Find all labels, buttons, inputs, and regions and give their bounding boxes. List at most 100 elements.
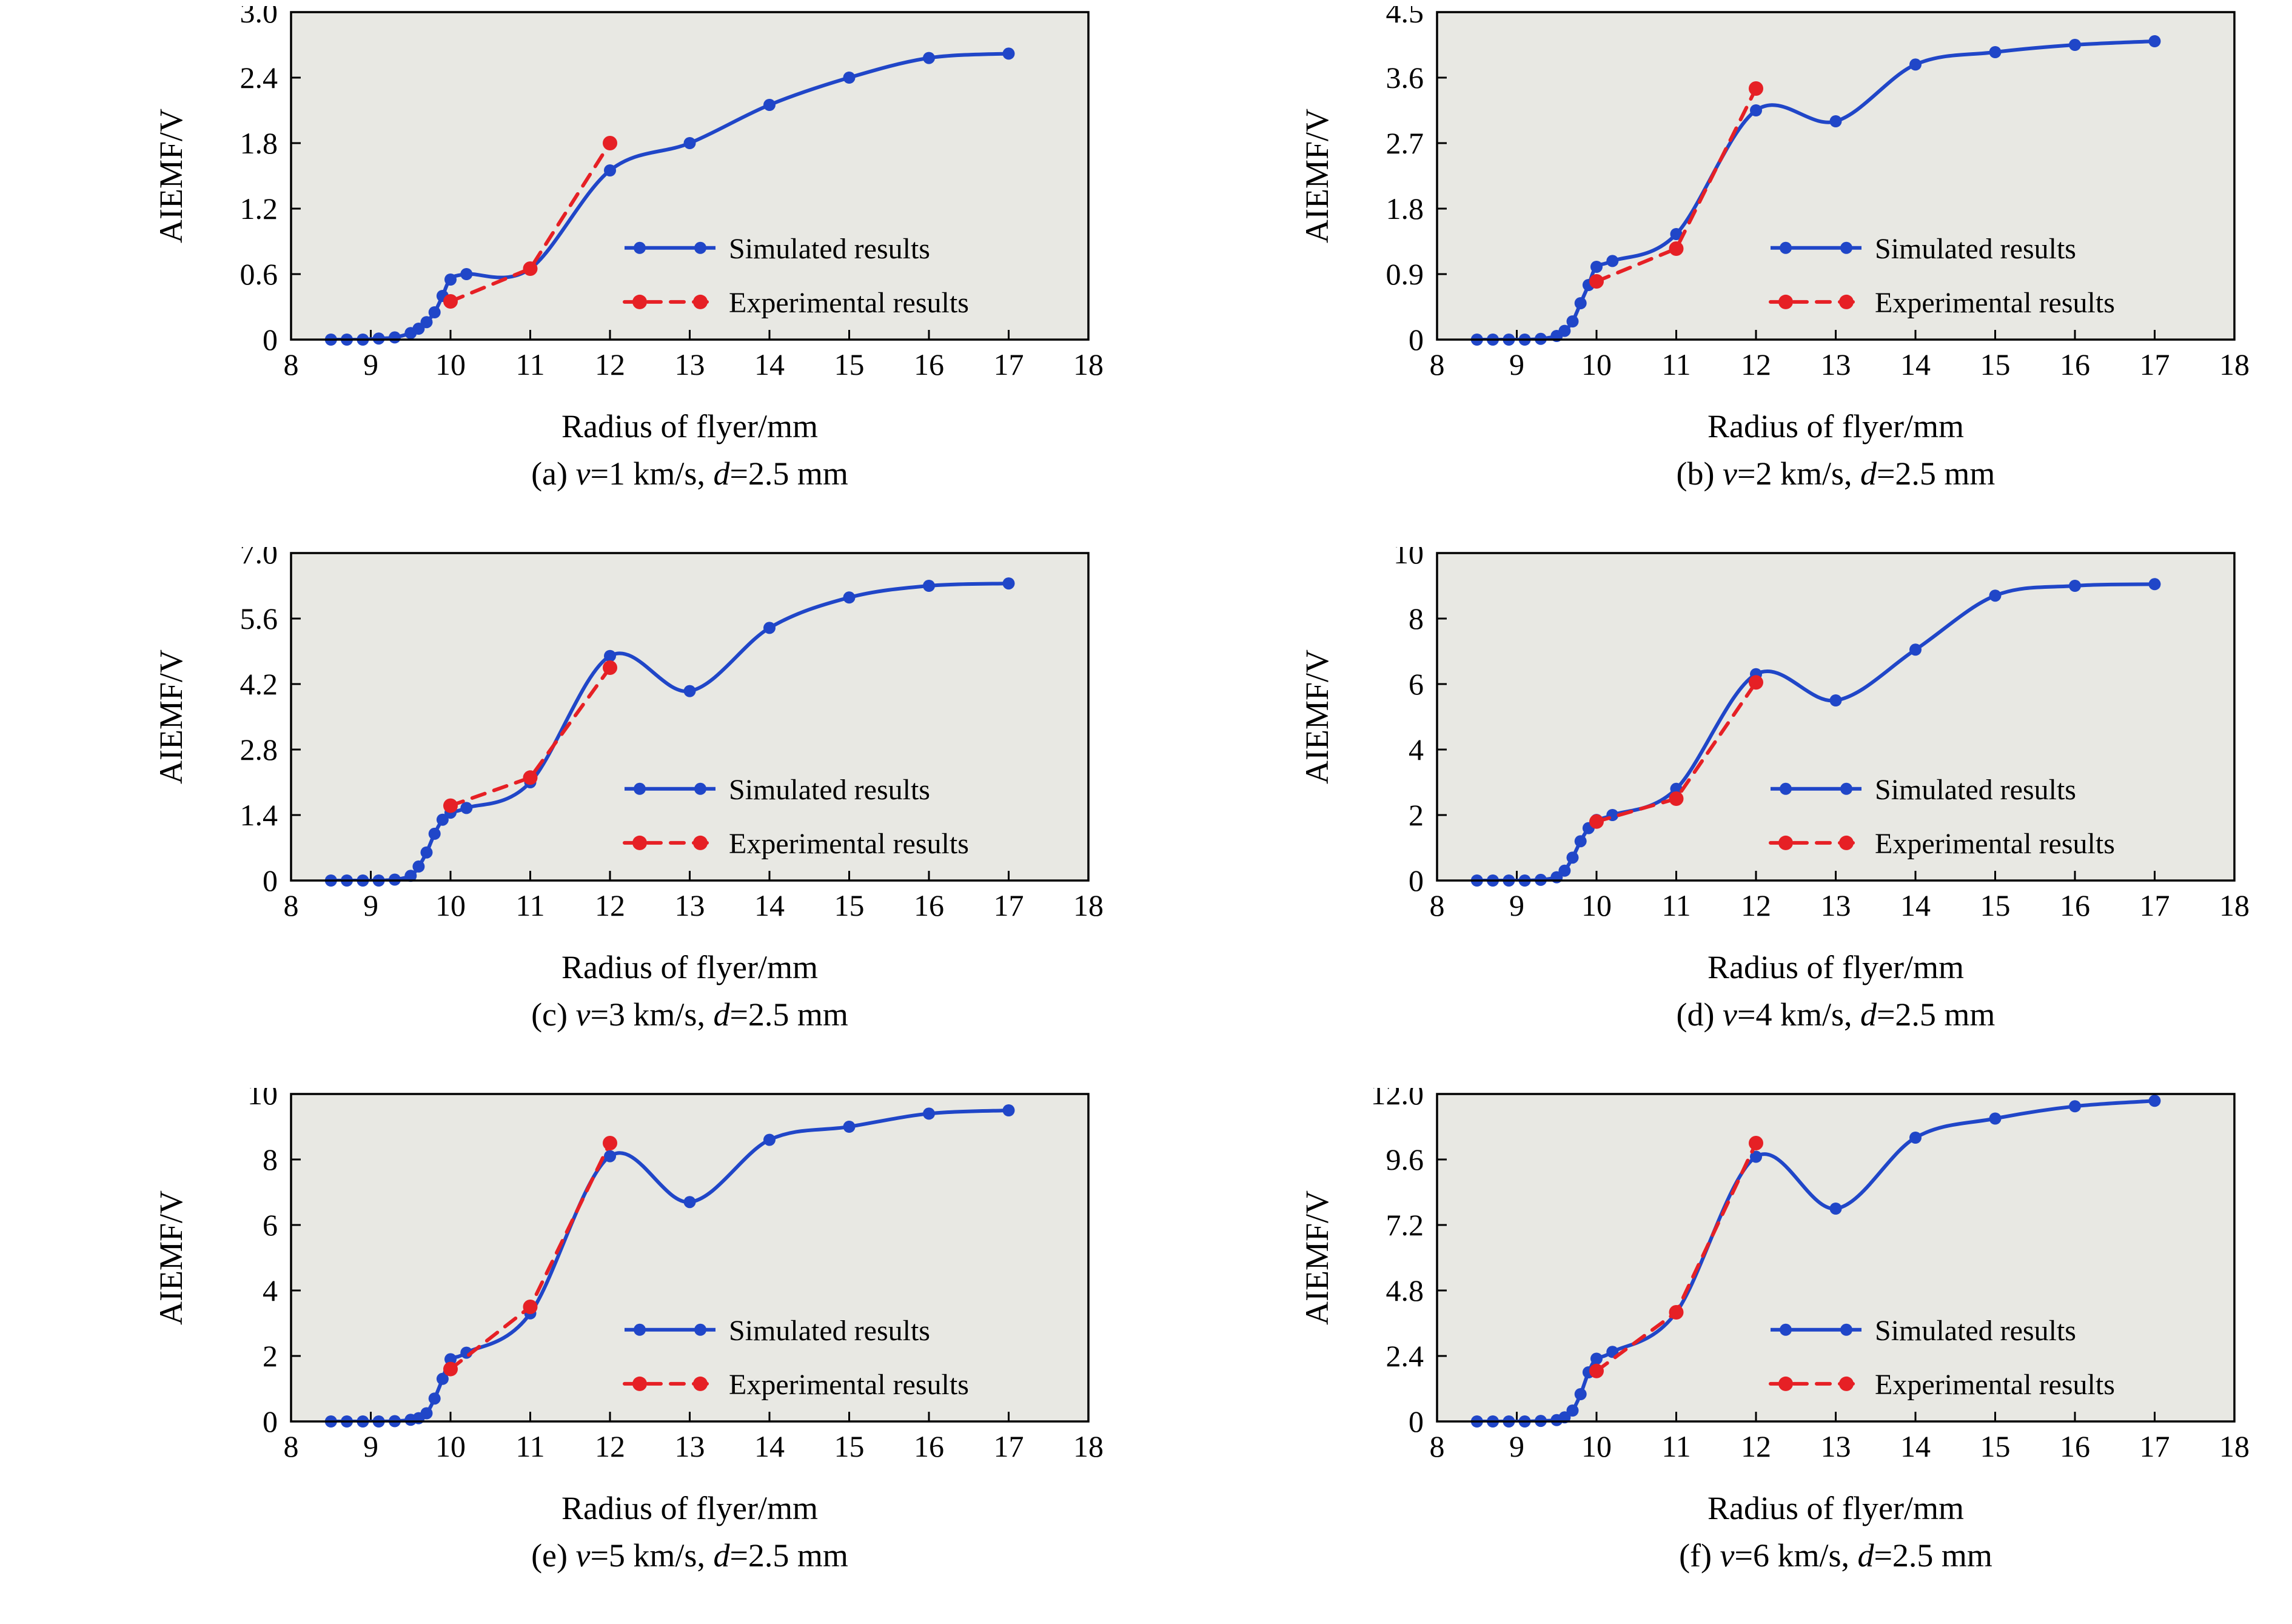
simulated-marker — [389, 331, 401, 344]
x-tick-label: 12 — [1741, 347, 1771, 381]
experimental-marker — [523, 261, 538, 276]
y-tick-label: 4.2 — [240, 667, 278, 701]
simulated-marker — [1566, 315, 1579, 327]
y-tick-label: 0.6 — [240, 257, 278, 291]
caption-index: (d) — [1676, 996, 1723, 1033]
caption-d-symbol: d — [713, 996, 730, 1033]
legend-marker — [632, 294, 647, 309]
simulated-marker — [1002, 1104, 1015, 1116]
caption-index: (a) — [531, 455, 576, 492]
legend-marker — [693, 835, 708, 850]
plot-background — [291, 1094, 1088, 1421]
y-tick-label: 7.0 — [240, 547, 278, 570]
x-tick-label: 11 — [515, 1429, 545, 1463]
simulated-marker — [1574, 297, 1587, 309]
simulated-marker — [2148, 35, 2161, 47]
x-tick-label: 15 — [1980, 347, 2011, 381]
legend-marker — [1839, 1376, 1854, 1391]
y-axis-label: AIEMF/V — [153, 109, 189, 243]
caption-d-value: =2.5 mm — [1874, 1537, 1992, 1574]
simulated-marker — [604, 1150, 616, 1163]
legend-label: Simulated results — [1875, 233, 2076, 265]
simulated-marker — [1829, 1203, 1842, 1215]
y-tick-label: 5.6 — [240, 602, 278, 636]
x-tick-label: 11 — [515, 888, 545, 922]
legend-marker — [634, 1323, 646, 1336]
x-tick-label: 12 — [1741, 1429, 1771, 1463]
simulated-marker — [428, 306, 441, 318]
experimental-marker — [1749, 675, 1763, 690]
legend-marker — [1780, 241, 1792, 254]
y-tick-label: 0 — [1409, 1404, 1424, 1438]
plot-background — [1437, 553, 2234, 881]
x-tick-label: 9 — [1509, 1429, 1524, 1463]
y-axis-label: AIEMF/V — [1299, 649, 1335, 784]
experimental-line — [1595, 87, 1758, 283]
experimental-marker — [443, 798, 458, 813]
y-tick-label: 4 — [1409, 733, 1424, 767]
y-tick-label: 0 — [1409, 864, 1424, 898]
simulated-marker — [1590, 261, 1603, 273]
x-tick-label: 16 — [2060, 1429, 2090, 1463]
simulated-marker — [923, 580, 935, 592]
legend-marker — [1839, 835, 1854, 850]
legend-marker — [694, 1323, 706, 1336]
x-tick-label: 14 — [754, 347, 785, 381]
x-tick-label: 10 — [435, 888, 466, 922]
x-tick-label: 11 — [1661, 1429, 1691, 1463]
y-tick-label: 3.6 — [1386, 61, 1424, 95]
plot-area-e: 8 9 10 11 12 13 14 15 16 17 18 0 2 4 6 8 10 AIEMF/V Simula… — [153, 1088, 1104, 1463]
y-tick-label: 6 — [1409, 667, 1424, 701]
plot-frame — [290, 11, 1090, 341]
legend-marker — [1778, 835, 1793, 850]
legend-marker — [634, 241, 646, 254]
legend-marker — [634, 782, 646, 795]
x-tick-label: 8 — [284, 888, 299, 922]
plot-area-d: 8 9 10 11 12 13 14 15 16 17 18 0 2 4 6 8 10 AIEMF/V Simula… — [1299, 547, 2250, 922]
x-tick-label: 11 — [1661, 347, 1691, 381]
simulated-marker — [1590, 1352, 1603, 1365]
simulated-marker — [1002, 577, 1015, 590]
y-tick-label: 12.0 — [1371, 1088, 1424, 1111]
caption-v-value: =3 km/s, — [590, 996, 714, 1033]
legend-label: Simulated results — [1875, 1315, 2076, 1347]
x-tick-label: 12 — [1741, 888, 1771, 922]
y-tick-label: 10 — [247, 1088, 278, 1111]
x-axis-label: Radius of flyer/mm — [561, 1490, 818, 1526]
plot-background — [1437, 1094, 2234, 1421]
x-axis-label: Radius of flyer/mm — [1707, 408, 1964, 445]
experimental-line — [449, 141, 612, 303]
caption-index: (f) — [1679, 1537, 1720, 1574]
plot-background — [291, 553, 1088, 881]
experimental-marker — [1669, 791, 1684, 806]
simulated-marker — [1989, 589, 2002, 602]
y-tick-label: 0 — [263, 1404, 278, 1438]
simulated-marker — [2069, 39, 2081, 51]
x-axis-label: Radius of flyer/mm — [1707, 949, 1964, 985]
caption-d-symbol: d — [1857, 1537, 1874, 1574]
caption-d-value: =2.5 mm — [729, 996, 848, 1033]
simulated-marker — [923, 1107, 935, 1120]
simulated-marker — [683, 685, 696, 697]
panel-caption: (e) v=5 km/s, d=2.5 mm — [0, 1537, 1146, 1574]
caption-d-symbol: d — [1860, 996, 1877, 1033]
x-tick-label: 16 — [914, 1429, 944, 1463]
x-tick-label: 17 — [994, 347, 1024, 381]
y-tick-label: 2.7 — [1386, 126, 1424, 160]
plot-area-b: 8 9 10 11 12 13 14 15 16 17 18 0 0.9 1.8 2.7 3.6 4.5 AIEM… — [1299, 6, 2250, 381]
simulated-marker — [1909, 1132, 1922, 1144]
y-tick-label: 1.4 — [240, 798, 278, 832]
simulated-marker — [1829, 115, 1842, 127]
simulated-marker — [404, 870, 417, 882]
simulated-marker — [1574, 835, 1587, 848]
x-tick-label: 13 — [1821, 888, 1851, 922]
y-axis-label: AIEMF/V — [153, 1190, 189, 1325]
x-tick-label: 10 — [1581, 347, 1612, 381]
x-tick-label: 15 — [834, 1429, 865, 1463]
legend-marker — [694, 782, 706, 795]
legend-marker — [632, 835, 647, 850]
y-tick-label: 4.8 — [1386, 1273, 1424, 1307]
experimental-marker — [1669, 241, 1684, 256]
y-tick-label: 3.0 — [240, 6, 278, 29]
caption-v-value: =1 km/s, — [590, 455, 714, 492]
